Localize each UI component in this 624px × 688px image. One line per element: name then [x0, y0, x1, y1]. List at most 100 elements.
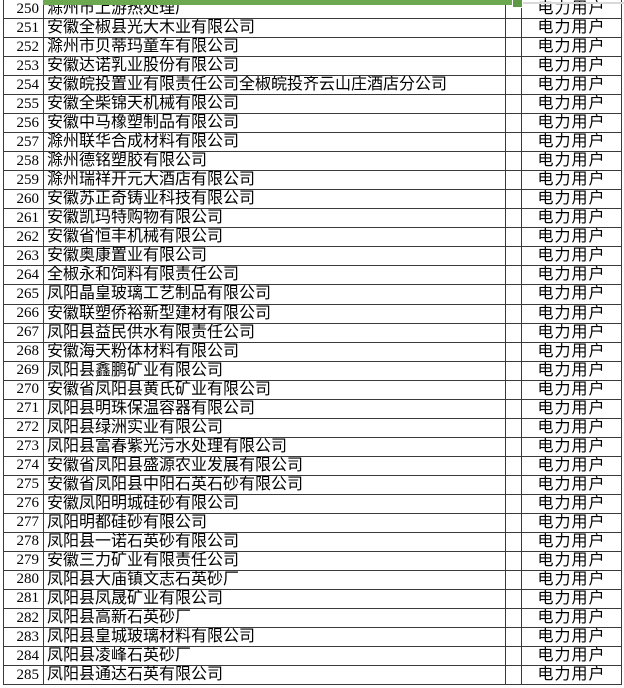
row-number-cell[interactable]: 277: [4, 513, 44, 532]
spacer-cell[interactable]: [506, 209, 522, 228]
row-number-cell[interactable]: 276: [4, 494, 44, 513]
spacer-cell[interactable]: [506, 475, 522, 494]
company-name-cell[interactable]: 凤阳县凤晟矿业有限公司: [44, 589, 506, 608]
user-type-cell[interactable]: 电力用户: [537, 95, 606, 113]
user-type-cell[interactable]: 电力用户: [537, 114, 606, 132]
user-type-cell[interactable]: 电力用户: [537, 647, 606, 665]
spacer-cell[interactable]: [506, 380, 522, 399]
user-type-cell[interactable]: 电力用户: [537, 76, 606, 94]
row-number-cell[interactable]: 255: [4, 95, 44, 114]
row-number-cell[interactable]: 271: [4, 399, 44, 418]
company-name-cell[interactable]: 安徽苏正奇铸业科技有限公司: [44, 190, 506, 209]
spacer-cell[interactable]: [506, 342, 522, 361]
user-type-cell[interactable]: 电力用户: [537, 589, 606, 607]
user-type-cell[interactable]: 电力用户: [537, 437, 606, 455]
user-type-cell[interactable]: 电力用户: [537, 513, 606, 531]
row-number-cell[interactable]: 254: [4, 76, 44, 95]
user-type-cell[interactable]: 电力用户: [537, 399, 606, 417]
user-type-cell[interactable]: 电力用户: [537, 209, 606, 227]
row-number-cell[interactable]: 260: [4, 190, 44, 209]
user-type-cell[interactable]: 电力用户: [537, 532, 606, 550]
company-name-cell[interactable]: 安徽省凤阳县黄氏矿业有限公司: [44, 380, 506, 399]
spacer-cell[interactable]: [506, 171, 522, 190]
spacer-cell[interactable]: [506, 323, 522, 342]
company-name-cell[interactable]: 凤阳县通达石英有限公司: [44, 666, 506, 685]
spacer-cell[interactable]: [506, 190, 522, 209]
spacer-cell[interactable]: [506, 304, 522, 323]
spacer-cell[interactable]: [506, 456, 522, 475]
company-name-cell[interactable]: 滁州联华合成材料有限公司: [44, 133, 506, 152]
row-number-cell[interactable]: 270: [4, 380, 44, 399]
row-number-cell[interactable]: 262: [4, 228, 44, 247]
company-name-cell[interactable]: 安徽中马橡塑制品有限公司: [44, 114, 506, 133]
row-number-cell[interactable]: 275: [4, 475, 44, 494]
spacer-cell[interactable]: [506, 152, 522, 171]
company-name-cell[interactable]: 安徽省凤阳县盛源农业发展有限公司: [44, 456, 506, 475]
user-type-cell[interactable]: 电力用户: [537, 418, 606, 436]
spacer-cell[interactable]: [506, 418, 522, 437]
spacer-cell[interactable]: [506, 0, 522, 19]
row-number-cell[interactable]: 265: [4, 285, 44, 304]
spacer-cell[interactable]: [506, 437, 522, 456]
spacer-cell[interactable]: [506, 266, 522, 285]
spacer-cell[interactable]: [506, 133, 522, 152]
user-type-cell[interactable]: 电力用户: [537, 190, 606, 208]
company-name-cell[interactable]: 安徽凯玛特购物有限公司: [44, 209, 506, 228]
company-name-cell[interactable]: 安徽凤阳明城硅砂有限公司: [44, 494, 506, 513]
row-number-cell[interactable]: 261: [4, 209, 44, 228]
user-type-cell[interactable]: 电力用户: [537, 380, 606, 398]
row-number-cell[interactable]: 283: [4, 628, 44, 647]
row-number-cell[interactable]: 251: [4, 19, 44, 38]
user-type-cell[interactable]: 电力用户: [537, 228, 606, 246]
row-number-cell[interactable]: 258: [4, 152, 44, 171]
user-type-cell[interactable]: 电力用户: [537, 285, 606, 303]
row-number-cell[interactable]: 284: [4, 647, 44, 666]
user-type-cell[interactable]: 电力用户: [537, 247, 606, 265]
user-type-cell[interactable]: 电力用户: [537, 133, 606, 151]
company-name-cell[interactable]: 安徽省凤阳县中阳石英石砂有限公司: [44, 475, 506, 494]
spacer-cell[interactable]: [506, 589, 522, 608]
company-name-cell[interactable]: 凤阳县皇城玻璃材料有限公司: [44, 628, 506, 647]
spacer-cell[interactable]: [506, 628, 522, 647]
spacer-cell[interactable]: [506, 647, 522, 666]
company-name-cell[interactable]: 全椒永和饲料有限责任公司: [44, 266, 506, 285]
row-number-cell[interactable]: 257: [4, 133, 44, 152]
row-number-cell[interactable]: 253: [4, 57, 44, 76]
row-number-cell[interactable]: 269: [4, 361, 44, 380]
company-name-cell[interactable]: 安徽达诺乳业股份有限公司: [44, 57, 506, 76]
user-type-cell[interactable]: 电力用户: [537, 266, 606, 284]
company-name-cell[interactable]: 凤阳县高新石英砂厂: [44, 609, 506, 628]
spacer-cell[interactable]: [506, 114, 522, 133]
row-number-cell[interactable]: 280: [4, 570, 44, 589]
spacer-cell[interactable]: [506, 228, 522, 247]
row-number-cell[interactable]: 278: [4, 532, 44, 551]
spacer-cell[interactable]: [506, 38, 522, 57]
user-type-cell[interactable]: 电力用户: [537, 171, 606, 189]
company-name-cell[interactable]: 凤阳县鑫鹏矿业有限公司: [44, 361, 506, 380]
user-type-cell[interactable]: 电力用户: [537, 0, 606, 18]
spacer-cell[interactable]: [506, 247, 522, 266]
spacer-cell[interactable]: [506, 494, 522, 513]
company-name-cell[interactable]: 安徽奥康置业有限公司: [44, 247, 506, 266]
company-name-cell[interactable]: 凤阳县绿洲实业有限公司: [44, 418, 506, 437]
row-number-cell[interactable]: 252: [4, 38, 44, 57]
row-number-cell[interactable]: 274: [4, 456, 44, 475]
user-type-cell[interactable]: 电力用户: [537, 323, 606, 341]
user-type-cell[interactable]: 电力用户: [537, 361, 606, 379]
company-name-cell[interactable]: 凤阳县富春紫光污水处理有限公司: [44, 437, 506, 456]
user-type-cell[interactable]: 电力用户: [537, 475, 606, 493]
row-number-cell[interactable]: 273: [4, 437, 44, 456]
company-name-cell[interactable]: 凤阳明都硅砂有限公司: [44, 513, 506, 532]
company-name-cell[interactable]: 凤阳县凌峰石英砂厂: [44, 647, 506, 666]
row-number-cell[interactable]: 266: [4, 304, 44, 323]
row-number-cell[interactable]: 282: [4, 609, 44, 628]
spacer-cell[interactable]: [506, 95, 522, 114]
row-number-cell[interactable]: 264: [4, 266, 44, 285]
spacer-cell[interactable]: [506, 609, 522, 628]
company-name-cell[interactable]: 凤阳县明珠保温容器有限公司: [44, 399, 506, 418]
row-number-cell[interactable]: 259: [4, 171, 44, 190]
spacer-cell[interactable]: [506, 666, 522, 685]
row-number-cell[interactable]: 268: [4, 342, 44, 361]
company-name-cell[interactable]: 凤阳县益民供水有限责任公司: [44, 323, 506, 342]
user-type-cell[interactable]: 电力用户: [537, 342, 606, 360]
